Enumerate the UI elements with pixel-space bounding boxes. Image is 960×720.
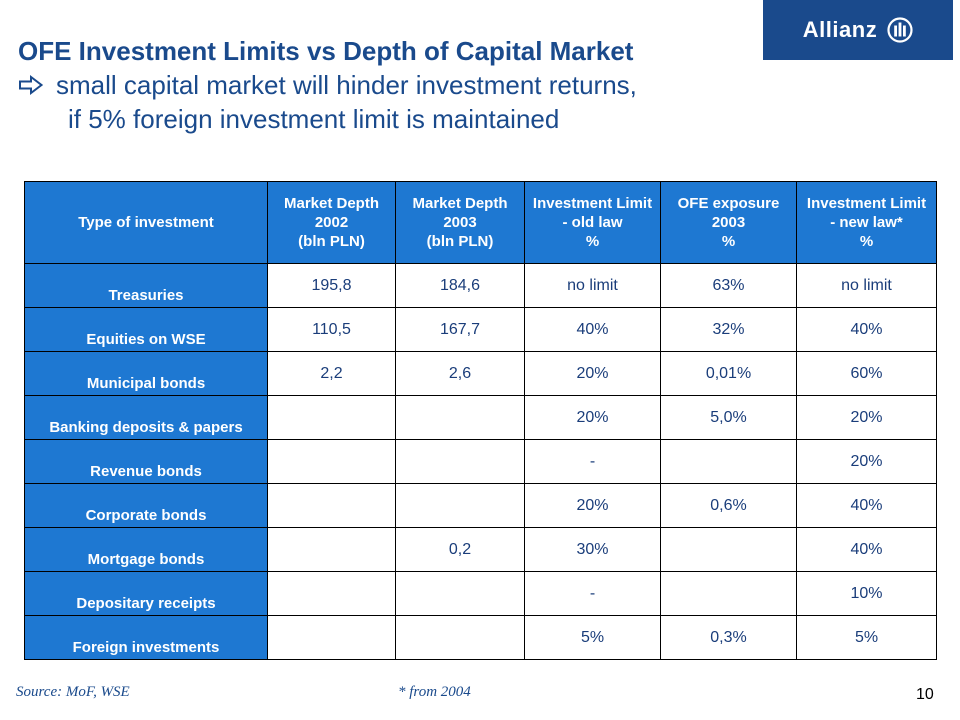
title-subheading-text: small capital market will hinder investm…	[56, 70, 637, 100]
cell-new-limit: 40%	[796, 527, 937, 572]
cell-old-limit: 20%	[524, 395, 661, 440]
cell-depth-2002: 2,2	[267, 351, 396, 396]
cell-exposure-2003	[660, 571, 797, 616]
cell-old-limit: 5%	[524, 615, 661, 660]
cell-depth-2002: 110,5	[267, 307, 396, 352]
table-row: Revenue bonds - 20%	[24, 439, 937, 484]
title-heading: OFE Investment Limits vs Depth of Capita…	[18, 36, 634, 66]
allianz-logo: Allianz	[763, 0, 953, 60]
title-subheading-continuation: if 5% foreign investment limit is mainta…	[68, 104, 560, 134]
row-type-corporate-bonds: Corporate bonds	[24, 483, 268, 528]
table-row: Depositary receipts - 10%	[24, 571, 937, 616]
cell-exposure-2003: 0,01%	[660, 351, 797, 396]
row-type-equities: Equities on WSE	[24, 307, 268, 352]
footnote: * from 2004	[398, 684, 471, 700]
cell-exposure-2003: 63%	[660, 263, 797, 308]
cell-depth-2003: 0,2	[395, 527, 525, 572]
row-type-foreign-investments: Foreign investments	[24, 615, 268, 660]
cell-new-limit: no limit	[796, 263, 937, 308]
cell-depth-2002	[267, 483, 396, 528]
row-type-banking-deposits: Banking deposits & papers	[24, 395, 268, 440]
row-type-treasuries: Treasuries	[24, 263, 268, 308]
cell-new-limit: 20%	[796, 395, 937, 440]
cell-depth-2002	[267, 571, 396, 616]
table-row: Municipal bonds 2,2 2,6 20% 0,01% 60%	[24, 351, 937, 396]
cell-new-limit: 40%	[796, 307, 937, 352]
cell-depth-2002	[267, 439, 396, 484]
cell-exposure-2003: 0,6%	[660, 483, 797, 528]
table-row: Equities on WSE 110,5 167,7 40% 32% 40%	[24, 307, 937, 352]
cell-depth-2003	[395, 615, 525, 660]
cell-old-limit: -	[524, 571, 661, 616]
cell-old-limit: 20%	[524, 351, 661, 396]
allianz-eagle-emblem-icon	[887, 17, 913, 43]
cell-new-limit: 60%	[796, 351, 937, 396]
table-row: Foreign investments 5% 0,3% 5%	[24, 615, 937, 660]
cell-depth-2003: 2,6	[395, 351, 525, 396]
header-investment-limit-new-law: Investment Limit - new law* %	[796, 181, 937, 264]
cell-depth-2002	[267, 615, 396, 660]
cell-old-limit: 40%	[524, 307, 661, 352]
header-ofe-exposure-2003: OFE exposure 2003 %	[660, 181, 797, 264]
cell-exposure-2003: 5,0%	[660, 395, 797, 440]
table-row: Corporate bonds 20% 0,6% 40%	[24, 483, 937, 528]
cell-old-limit: no limit	[524, 263, 661, 308]
cell-depth-2002	[267, 395, 396, 440]
header-market-depth-2003: Market Depth 2003 (bln PLN)	[395, 181, 525, 264]
cell-depth-2003	[395, 395, 525, 440]
cell-depth-2002	[267, 527, 396, 572]
cell-depth-2003: 184,6	[395, 263, 525, 308]
row-type-depositary-receipts: Depositary receipts	[24, 571, 268, 616]
table-header-row: Type of investment Market Depth 2002 (bl…	[24, 181, 937, 264]
cell-new-limit: 20%	[796, 439, 937, 484]
cell-exposure-2003: 32%	[660, 307, 797, 352]
table-row: Mortgage bonds 0,2 30% 40%	[24, 527, 937, 572]
slide-title: OFE Investment Limits vs Depth of Capita…	[18, 34, 818, 136]
title-subheading: small capital market will hinder investm…	[18, 68, 818, 102]
cell-exposure-2003	[660, 439, 797, 484]
cell-exposure-2003	[660, 527, 797, 572]
cell-new-limit: 10%	[796, 571, 937, 616]
row-type-revenue-bonds: Revenue bonds	[24, 439, 268, 484]
header-investment-limit-old-law: Investment Limit - old law %	[524, 181, 661, 264]
row-type-mortgage-bonds: Mortgage bonds	[24, 527, 268, 572]
cell-new-limit: 40%	[796, 483, 937, 528]
cell-old-limit: 20%	[524, 483, 661, 528]
cell-old-limit: 30%	[524, 527, 661, 572]
page-number: 10	[916, 686, 934, 703]
cell-depth-2003: 167,7	[395, 307, 525, 352]
outline-right-arrow-icon	[19, 75, 44, 95]
source-note: Source: MoF, WSE	[16, 684, 130, 700]
table-row: Banking deposits & papers 20% 5,0% 20%	[24, 395, 937, 440]
cell-depth-2003	[395, 483, 525, 528]
logo-text: Allianz	[802, 17, 878, 42]
cell-old-limit: -	[524, 439, 661, 484]
cell-exposure-2003: 0,3%	[660, 615, 797, 660]
header-market-depth-2002: Market Depth 2002 (bln PLN)	[267, 181, 396, 264]
table-row: Treasuries 195,8 184,6 no limit 63% no l…	[24, 263, 937, 308]
cell-depth-2002: 195,8	[267, 263, 396, 308]
investment-limits-table: Type of investment Market Depth 2002 (bl…	[24, 181, 937, 660]
cell-new-limit: 5%	[796, 615, 937, 660]
header-type-of-investment: Type of investment	[24, 181, 268, 264]
cell-depth-2003	[395, 571, 525, 616]
cell-depth-2003	[395, 439, 525, 484]
row-type-municipal-bonds: Municipal bonds	[24, 351, 268, 396]
